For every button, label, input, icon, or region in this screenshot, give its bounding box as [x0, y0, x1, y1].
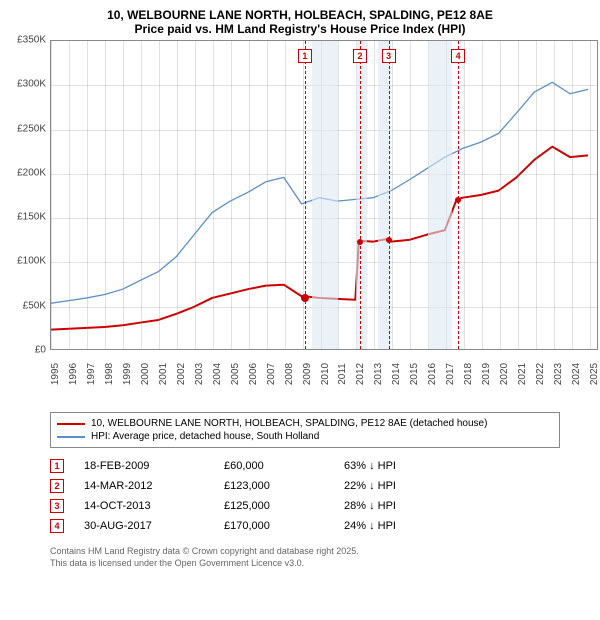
row-marker-box: 3: [50, 499, 64, 513]
x-tick-label: 2010: [320, 363, 331, 385]
x-tick-label: 1999: [122, 363, 133, 385]
y-tick-label: £250K: [17, 123, 46, 134]
y-tick-label: £50K: [23, 300, 46, 311]
x-tick-label: 2000: [140, 363, 151, 385]
x-tick-label: 2012: [355, 363, 366, 385]
row-date: 18-FEB-2009: [84, 460, 204, 472]
legend-label: HPI: Average price, detached house, Sout…: [91, 431, 319, 442]
row-pct: 24% ↓ HPI: [344, 520, 464, 532]
sale-marker-4: 4: [451, 49, 465, 63]
y-tick-label: £300K: [17, 79, 46, 90]
sale-marker-2: 2: [353, 49, 367, 63]
y-axis-labels: £0£50K£100K£150K£200K£250K£300K£350K: [8, 40, 48, 350]
row-pct: 28% ↓ HPI: [344, 500, 464, 512]
footer-line-1: Contains HM Land Registry data © Crown c…: [50, 546, 592, 558]
row-price: £125,000: [224, 500, 324, 512]
x-tick-label: 2009: [302, 363, 313, 385]
legend-label: 10, WELBOURNE LANE NORTH, HOLBEACH, SPAL…: [91, 418, 487, 429]
x-tick-label: 2021: [517, 363, 528, 385]
title-line-1: 10, WELBOURNE LANE NORTH, HOLBEACH, SPAL…: [8, 8, 592, 22]
row-price: £123,000: [224, 480, 324, 492]
sale-dot: [455, 197, 461, 203]
row-marker-box: 4: [50, 519, 64, 533]
table-row: 2 14-MAR-2012 £123,000 22% ↓ HPI: [50, 476, 560, 496]
row-date: 14-MAR-2012: [84, 480, 204, 492]
x-tick-label: 2022: [535, 363, 546, 385]
x-tick-label: 2015: [409, 363, 420, 385]
x-tick-label: 1998: [104, 363, 115, 385]
x-tick-label: 2006: [248, 363, 259, 385]
x-tick-label: 2001: [158, 363, 169, 385]
row-marker-box: 1: [50, 459, 64, 473]
chart-container: 10, WELBOURNE LANE NORTH, HOLBEACH, SPAL…: [0, 0, 600, 620]
legend-item: HPI: Average price, detached house, Sout…: [57, 430, 553, 443]
x-axis-labels: 1995 1996 1997 1998 1999 2000 2001 2002 2003 2004…: [50, 352, 598, 382]
y-tick-label: £100K: [17, 256, 46, 267]
row-price: £60,000: [224, 460, 324, 472]
x-tick-label: 2005: [230, 363, 241, 385]
row-pct: 63% ↓ HPI: [344, 460, 464, 472]
sale-dot: [301, 294, 309, 302]
x-tick-label: 2020: [499, 363, 510, 385]
x-tick-label: 2018: [463, 363, 474, 385]
chart-title: 10, WELBOURNE LANE NORTH, HOLBEACH, SPAL…: [8, 8, 592, 36]
row-date: 30-AUG-2017: [84, 520, 204, 532]
x-tick-label: 1995: [50, 363, 61, 385]
title-line-2: Price paid vs. HM Land Registry's House …: [8, 22, 592, 36]
row-price: £170,000: [224, 520, 324, 532]
sale-marker-1: 1: [298, 49, 312, 63]
sale-marker-3: 3: [382, 49, 396, 63]
x-tick-label: 1996: [68, 363, 79, 385]
legend-swatch: [57, 436, 85, 438]
table-row: 1 18-FEB-2009 £60,000 63% ↓ HPI: [50, 456, 560, 476]
x-tick-label: 2011: [337, 363, 348, 385]
chart-area: £0£50K£100K£150K£200K£250K£300K£350K 123…: [38, 40, 598, 380]
y-tick-label: £150K: [17, 212, 46, 223]
footer-line-2: This data is licensed under the Open Gov…: [50, 558, 592, 570]
x-tick-label: 2019: [481, 363, 492, 385]
sale-dot: [386, 237, 392, 243]
sale-dot: [357, 239, 363, 245]
x-tick-label: 2002: [176, 363, 187, 385]
x-tick-label: 2017: [445, 363, 456, 385]
row-pct: 22% ↓ HPI: [344, 480, 464, 492]
row-marker-box: 2: [50, 479, 64, 493]
footer-text: Contains HM Land Registry data © Crown c…: [50, 546, 592, 569]
legend-item: 10, WELBOURNE LANE NORTH, HOLBEACH, SPAL…: [57, 417, 553, 430]
row-date: 14-OCT-2013: [84, 500, 204, 512]
table-row: 3 14-OCT-2013 £125,000 28% ↓ HPI: [50, 496, 560, 516]
x-tick-label: 2025: [589, 363, 600, 385]
x-tick-label: 2003: [194, 363, 205, 385]
y-tick-label: £350K: [17, 35, 46, 46]
x-tick-label: 2004: [212, 363, 223, 385]
x-tick-label: 1997: [86, 363, 97, 385]
legend-swatch: [57, 423, 85, 425]
x-tick-label: 2008: [284, 363, 295, 385]
plot-region: 1 2 3 4: [50, 40, 598, 350]
x-tick-label: 2016: [427, 363, 438, 385]
x-tick-label: 2024: [571, 363, 582, 385]
x-tick-label: 2013: [373, 363, 384, 385]
x-tick-label: 2023: [553, 363, 564, 385]
x-tick-label: 2014: [391, 363, 402, 385]
y-tick-label: £200K: [17, 167, 46, 178]
table-row: 4 30-AUG-2017 £170,000 24% ↓ HPI: [50, 516, 560, 536]
y-tick-label: £0: [35, 345, 46, 356]
x-tick-label: 2007: [266, 363, 277, 385]
sales-table: 1 18-FEB-2009 £60,000 63% ↓ HPI 2 14-MAR-2012…: [50, 456, 560, 536]
legend: 10, WELBOURNE LANE NORTH, HOLBEACH, SPAL…: [50, 412, 560, 448]
